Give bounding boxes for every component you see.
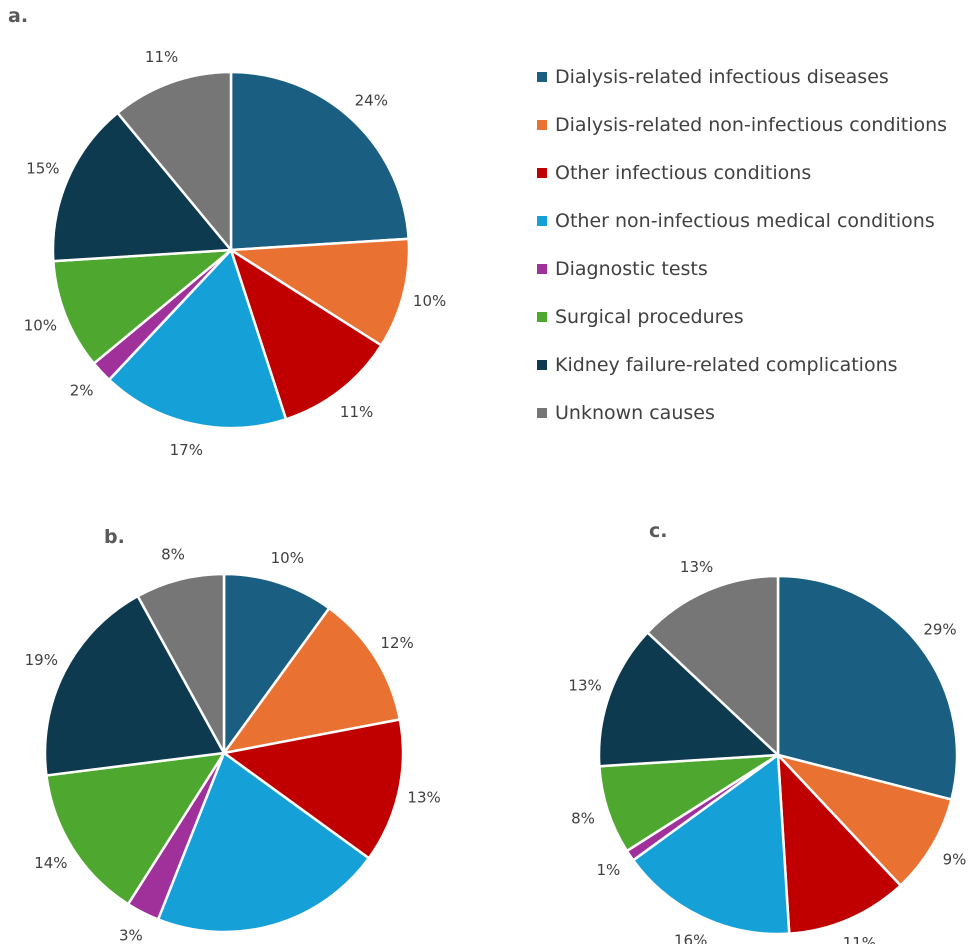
pie-data-label: 19% bbox=[25, 651, 58, 669]
pie-slice-4 bbox=[631, 752, 791, 936]
legend-label: Other non-infectious medical conditions bbox=[555, 210, 935, 232]
pie-slice-3 bbox=[220, 717, 405, 860]
pie-chart-a: 24% 10% 11% 17% 2% 10% 15% 11% bbox=[24, 48, 447, 459]
pie-slice-2 bbox=[774, 752, 953, 888]
pie-data-label: 11% bbox=[145, 48, 178, 66]
pie-data-label: 11% bbox=[340, 403, 373, 421]
legend-swatch bbox=[537, 72, 547, 82]
pie-slice-8 bbox=[136, 572, 226, 754]
pie-data-label: 13% bbox=[568, 677, 601, 695]
legend-label: Unknown causes bbox=[555, 402, 715, 424]
pie-slice-4 bbox=[156, 751, 371, 934]
legend-swatch bbox=[537, 216, 547, 226]
pie-data-label: 24% bbox=[355, 92, 388, 110]
legend-label: Other infectious conditions bbox=[555, 162, 811, 184]
pie-data-label: 17% bbox=[170, 441, 203, 459]
pie-data-label: 13% bbox=[407, 789, 440, 807]
pie-data-label: 9% bbox=[943, 850, 967, 868]
pie-data-label: 29% bbox=[923, 620, 956, 638]
pie-data-label: 16% bbox=[674, 932, 707, 944]
pie-slice-2 bbox=[221, 606, 402, 755]
pie-data-label: 15% bbox=[26, 160, 59, 178]
panel-a-letter: a. bbox=[8, 5, 28, 27]
legend-swatch bbox=[537, 312, 547, 322]
pie-chart-c: 29% 9% 11% 16% 1% 8% 13% 13% bbox=[568, 558, 966, 944]
legend: Dialysis-related infectious diseases Dial… bbox=[537, 66, 947, 424]
panel-b-letter: b. bbox=[104, 526, 125, 548]
pie-slice-7 bbox=[43, 594, 226, 777]
pie-slice-3 bbox=[776, 751, 903, 935]
pie-slice-6 bbox=[52, 248, 235, 366]
legend-swatch bbox=[537, 408, 547, 418]
legend-label: Dialysis-related non-infectious conditio… bbox=[555, 114, 947, 136]
pie-slice-2 bbox=[227, 237, 411, 348]
pie-data-label: 13% bbox=[680, 558, 713, 576]
pie-data-label: 10% bbox=[271, 549, 304, 567]
pie-slice-6 bbox=[598, 753, 779, 853]
pie-data-label: 10% bbox=[24, 317, 57, 335]
pie-slice-8 bbox=[645, 574, 780, 758]
panel-c-letter: c. bbox=[649, 520, 667, 542]
pie-slice-7 bbox=[597, 630, 781, 768]
pie-slice-6 bbox=[45, 751, 227, 906]
pie-data-label: 3% bbox=[119, 927, 143, 944]
legend-swatch bbox=[537, 264, 547, 274]
legend-label: Kidney failure-related complications bbox=[555, 354, 898, 376]
pie-data-label: 8% bbox=[571, 809, 595, 827]
legend-label: Diagnostic tests bbox=[555, 258, 708, 280]
pie-slice-3 bbox=[228, 247, 384, 421]
legend-swatch bbox=[537, 360, 547, 370]
pie-slice-7 bbox=[51, 111, 234, 263]
pie-data-label: 2% bbox=[70, 381, 94, 399]
legend-label: Dialysis-related infectious diseases bbox=[555, 66, 889, 88]
pie-data-label: 1% bbox=[597, 861, 621, 879]
legend-swatch bbox=[537, 168, 547, 178]
pie-slice-4 bbox=[107, 247, 288, 430]
pie-slice-8 bbox=[115, 70, 233, 254]
pie-data-label: 21% bbox=[265, 941, 298, 944]
pie-chart-b: 10% 12% 13% 21% 3% 14% 19% 8% bbox=[25, 545, 441, 944]
pie-slice-1 bbox=[229, 70, 410, 252]
pie-slice-1 bbox=[776, 574, 959, 802]
pie-data-label: 8% bbox=[161, 545, 185, 563]
pie-data-label: 14% bbox=[34, 854, 67, 872]
legend-swatch bbox=[537, 120, 547, 130]
pie-data-label: 10% bbox=[413, 292, 446, 310]
pie-slice-1 bbox=[222, 572, 331, 757]
pie-data-label: 11% bbox=[843, 934, 876, 944]
pie-data-label: 12% bbox=[380, 634, 413, 652]
legend-label: Surgical procedures bbox=[555, 306, 744, 328]
